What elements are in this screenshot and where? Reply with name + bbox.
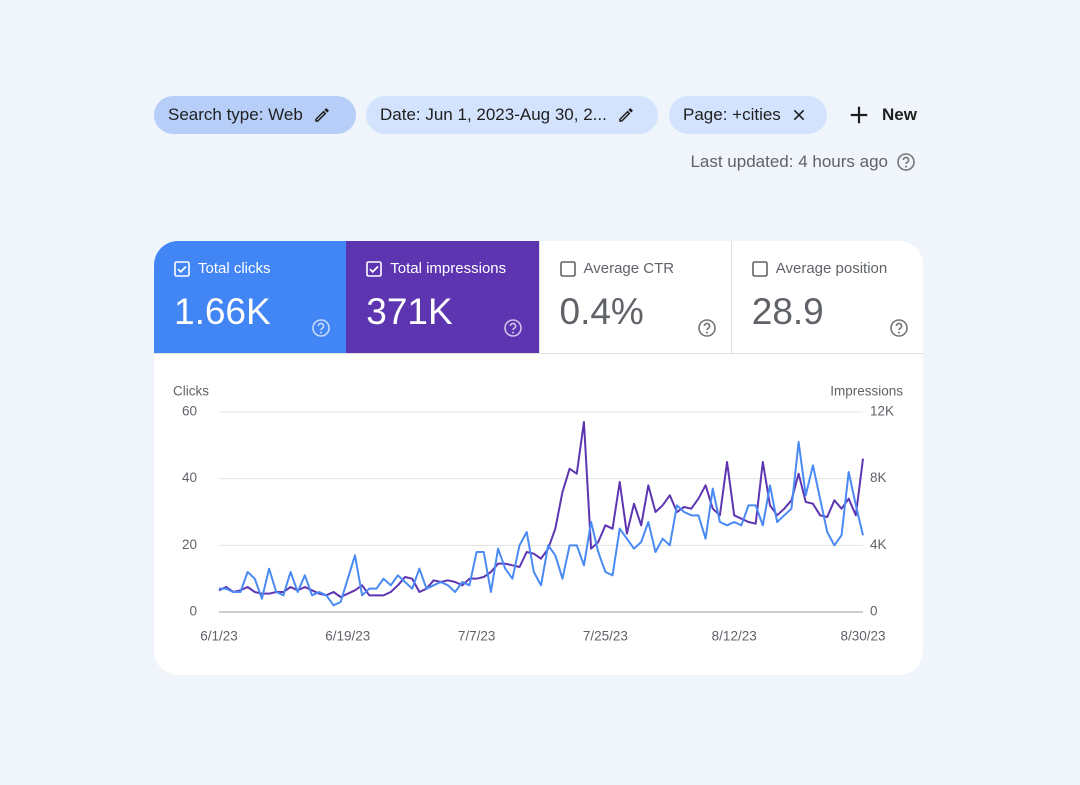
checkbox[interactable] [559, 260, 576, 277]
metric-label-row: Total impressions [366, 260, 506, 277]
metric-tile[interactable]: Average position 28.9 [730, 241, 923, 353]
y2-tick-label: 4K [870, 537, 887, 552]
metric-label: Total clicks [198, 260, 271, 277]
new-filter-button[interactable]: New [848, 96, 917, 134]
y2-tick-label: 8K [870, 470, 887, 485]
help-icon[interactable] [896, 152, 916, 172]
metric-label-row: Average position [751, 260, 888, 277]
x-tick-label: 6/19/23 [325, 629, 370, 644]
metric-value: 28.9 [751, 291, 824, 332]
last-updated-text: Last updated: 4 hours ago [690, 152, 888, 171]
x-tick-label: 7/7/23 [458, 629, 496, 644]
plus-icon [850, 106, 868, 124]
metric-tile[interactable]: Average CTR 0.4% [538, 241, 731, 353]
metric-tiles: Total clicks 1.66K Total impressions 371… [154, 241, 923, 354]
filter-chip[interactable]: Search type: Web [154, 96, 356, 134]
new-button-text: New [882, 105, 917, 124]
y-tick-label: 60 [182, 404, 197, 419]
metric-label-row: Total clicks [174, 260, 271, 277]
x-tick-label: 8/30/23 [840, 629, 885, 644]
y-tick-label: 0 [189, 604, 197, 619]
metric-value: 0.4% [559, 291, 644, 332]
filter-text: Page: +cities [683, 105, 781, 124]
y-tick-label: 20 [182, 537, 197, 552]
edit-icon[interactable] [313, 106, 331, 124]
metric-help [697, 318, 717, 343]
metric-value: 371K [366, 291, 453, 332]
help-icon[interactable] [503, 318, 523, 338]
metric-tile[interactable]: Total clicks 1.66K [154, 241, 347, 353]
metric-tile[interactable]: Total impressions 371K [346, 241, 539, 353]
filter-text: Date: Jun 1, 2023-Aug 30, 2... [380, 105, 607, 124]
filter-text: Search type: Web [168, 105, 303, 124]
y2-axis-title: Impressions [830, 384, 903, 399]
performance-card: Total clicks 1.66K Total impressions 371… [154, 241, 923, 675]
chart: Clicks Impressions 0 20 40 60 0 4K 8K 12K 6/1/23… [173, 384, 903, 644]
last-updated: Last updated: 4 hours ago [690, 152, 916, 172]
edit-icon[interactable] [617, 106, 635, 124]
y-axis-title: Clicks [173, 384, 209, 399]
metric-help [889, 318, 909, 343]
checkbox-checked[interactable] [366, 260, 383, 277]
close-icon[interactable] [791, 107, 807, 123]
y2-tick-label: 0 [870, 604, 878, 619]
y2-tick-label: 12K [870, 404, 894, 419]
metric-help [503, 318, 523, 343]
series-line [219, 441, 864, 607]
help-icon[interactable] [889, 318, 909, 338]
checkbox[interactable] [751, 260, 768, 277]
help-icon[interactable] [311, 318, 331, 338]
filter-chip[interactable]: Page: +cities [669, 96, 827, 134]
metric-help [311, 318, 331, 343]
y-tick-label: 40 [182, 470, 197, 485]
metric-label-row: Average CTR [559, 260, 675, 277]
metric-label: Average CTR [583, 260, 675, 277]
x-tick-label: 6/1/23 [200, 629, 238, 644]
help-icon[interactable] [697, 318, 717, 338]
x-tick-label: 7/25/23 [583, 629, 628, 644]
metric-value: 1.66K [174, 291, 271, 332]
checkbox-checked[interactable] [174, 260, 190, 277]
filter-chip[interactable]: Date: Jun 1, 2023-Aug 30, 2... [366, 96, 658, 134]
metric-label: Total impressions [390, 260, 507, 277]
metric-label: Average position [775, 260, 888, 277]
x-tick-label: 8/12/23 [712, 629, 757, 644]
